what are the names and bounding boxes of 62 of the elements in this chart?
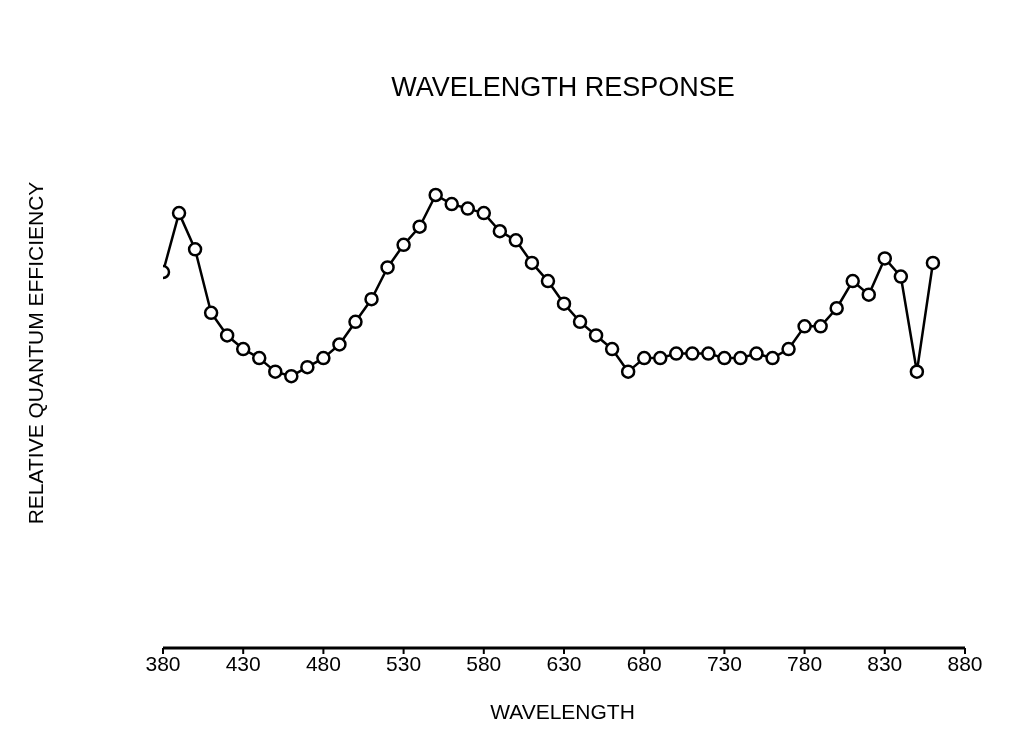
- point: [284, 368, 299, 384]
- point: [572, 314, 588, 330]
- point: [925, 255, 941, 271]
- point: [893, 269, 909, 284]
- x-tick-label: 730: [706, 651, 742, 675]
- point: [636, 350, 652, 366]
- x-tick-label: 630: [546, 651, 582, 675]
- point: [620, 364, 636, 379]
- point: [524, 255, 540, 271]
- point: [813, 319, 828, 334]
- point: [396, 237, 411, 253]
- point: [604, 341, 620, 357]
- point: [508, 233, 524, 248]
- point: [540, 273, 556, 289]
- point: [316, 350, 331, 366]
- point: [685, 346, 700, 361]
- x-tick-label: 680: [626, 651, 662, 675]
- point: [268, 364, 283, 379]
- point: [588, 328, 604, 343]
- point: [332, 337, 347, 352]
- point: [171, 205, 187, 221]
- point: [877, 251, 893, 266]
- point: [556, 296, 572, 311]
- x-axis-title: WAVELENGTH: [489, 700, 636, 724]
- point: [444, 196, 459, 212]
- point: [428, 187, 443, 203]
- y-axis-title: RELATIVE QUANTUM EFFICIENCY: [24, 181, 48, 525]
- point: [652, 350, 668, 366]
- point: [701, 346, 716, 361]
- point: [717, 350, 732, 366]
- x-tick-label: 480: [305, 651, 341, 675]
- point: [364, 291, 379, 307]
- point: [380, 260, 395, 275]
- x-tick-label: 830: [867, 651, 903, 675]
- point: [300, 359, 315, 375]
- point: [235, 341, 251, 357]
- point: [669, 346, 684, 361]
- x-tick-label: 430: [225, 651, 261, 675]
- point: [861, 287, 877, 302]
- point: [251, 350, 267, 366]
- point: [203, 305, 219, 321]
- point: [909, 364, 925, 379]
- point: [781, 341, 796, 357]
- point: [476, 205, 492, 221]
- point: [412, 219, 427, 234]
- point: [348, 314, 363, 330]
- point: [460, 201, 476, 216]
- x-tick-label: 880: [947, 651, 983, 675]
- x-tick-label: 580: [466, 651, 502, 675]
- point: [765, 350, 780, 366]
- point: [187, 242, 203, 257]
- point: [492, 223, 508, 239]
- point: [829, 301, 844, 316]
- x-tick-label: 780: [787, 651, 823, 675]
- x-tick-label: 530: [386, 651, 422, 675]
- x-tick-label: 380: [145, 651, 181, 675]
- chart-title: WAVELENGTH RESPONSE: [390, 72, 736, 103]
- point: [797, 319, 812, 334]
- point: [219, 328, 235, 343]
- point: [733, 350, 748, 366]
- point: [845, 273, 860, 289]
- point: [749, 346, 764, 361]
